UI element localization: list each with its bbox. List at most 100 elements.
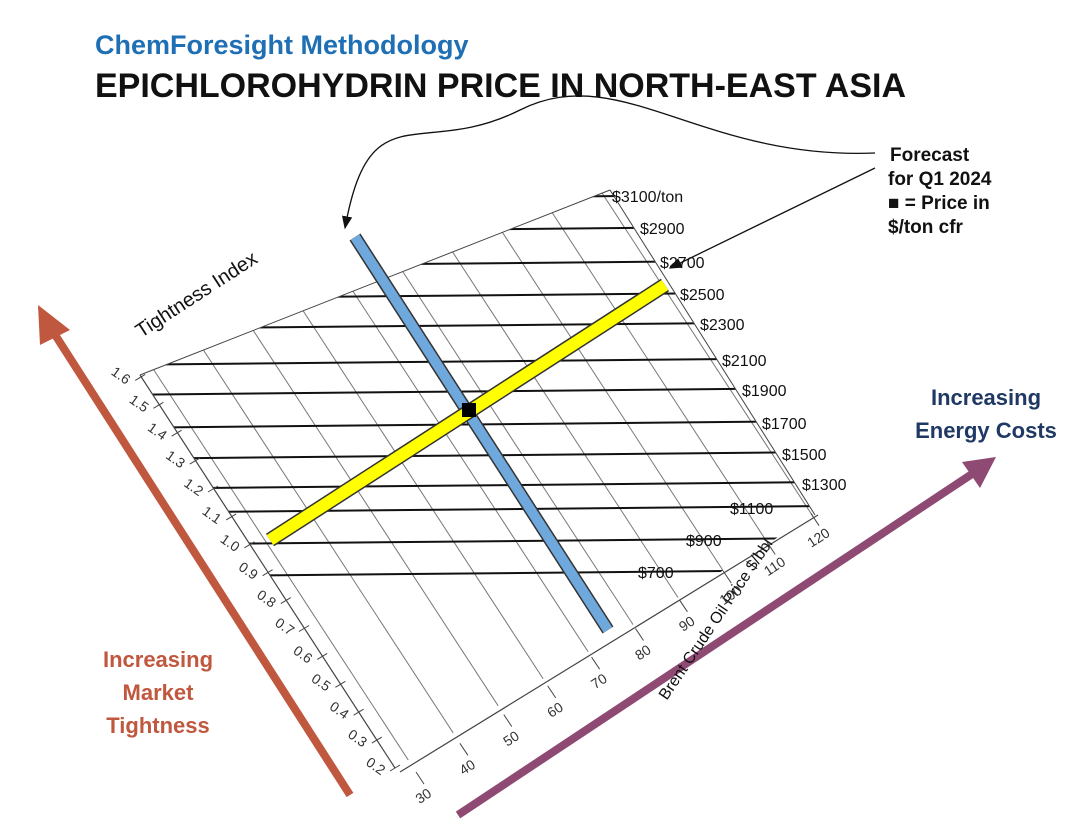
price-line (140, 481, 815, 490)
tightness-tick (316, 652, 328, 660)
tightness-label-line: Market (123, 680, 195, 705)
tightness-arrowhead (38, 305, 70, 345)
price-line (140, 193, 815, 202)
tightness-label-line: Increasing (103, 647, 213, 672)
annotation-line: $/ton cfr (888, 217, 964, 238)
tightness-tick (153, 401, 164, 409)
price-label: $700 (638, 565, 674, 582)
energy-label-line: Energy Costs (915, 418, 1057, 443)
tightness-tick (225, 513, 237, 521)
oil-tick-label: 80 (632, 641, 654, 663)
tightness-tick (134, 373, 146, 381)
price-point (462, 403, 476, 417)
price-line (140, 420, 815, 429)
oil-grid-line (140, 190, 457, 768)
tightness-tick (371, 736, 383, 744)
annotation-line: ■ = Price in (888, 193, 990, 214)
tightness-tick (189, 457, 201, 465)
price-label: $1300 (802, 477, 847, 494)
tightness-arrow (48, 327, 354, 798)
oil-grid-line (140, 190, 589, 748)
tightness-tick-label: 1.4 (145, 419, 170, 443)
energy-label-line: Increasing (931, 385, 1041, 410)
annotation: Forecast for Q1 2024 ■ = Price in $/ton cfr (888, 145, 992, 238)
price-line (140, 357, 815, 366)
tightness-tick (244, 541, 255, 549)
tightness-tick-label: 0.5 (309, 670, 334, 694)
oil-grid-line (268, 190, 815, 576)
tightness-tick-label: 0.8 (254, 586, 279, 610)
annotation-line: Forecast (890, 145, 970, 166)
oil-tick (678, 599, 688, 613)
tightness-tick-label: 1.5 (127, 391, 152, 415)
tightness-tick-label: 0.4 (327, 698, 352, 722)
price-label: $900 (686, 533, 722, 550)
oil-tick (810, 513, 820, 526)
tightness-tick (389, 764, 401, 772)
oil-tick-label: 90 (676, 613, 698, 635)
tightness-axis (139, 374, 396, 769)
energy-label: Increasing Energy Costs (915, 385, 1057, 443)
price-label: $2900 (640, 221, 685, 238)
oil-grid-line (140, 190, 545, 768)
oil-tick-label: 70 (588, 670, 610, 692)
tightness-tick-label: 0.9 (236, 558, 261, 582)
forecast-arrow (668, 167, 876, 269)
tightness-tick (207, 485, 219, 493)
brand: ChemForesight Methodology (95, 30, 469, 60)
price-line (140, 259, 815, 268)
tightness-tick-label: 0.6 (291, 642, 316, 666)
tightness-tick-label: 1.3 (163, 447, 188, 471)
tightness-axis-label: Tightness Index (132, 247, 262, 342)
price-line (140, 225, 815, 234)
tightness-tick-label: 1.6 (109, 363, 134, 387)
oil-grid-line (140, 190, 501, 768)
right-edge (609, 189, 816, 516)
tightness-tick (353, 708, 364, 716)
oil-tick (459, 743, 469, 756)
tightness-tick (262, 569, 273, 577)
oil-tick-label: 60 (544, 699, 566, 721)
oil-tick (722, 570, 732, 584)
blue-band (350, 234, 613, 633)
oil-grid-line (224, 190, 809, 605)
oil-tick (766, 542, 776, 555)
tightness-tick-label: 1.0 (218, 531, 243, 555)
price-label: $2300 (700, 317, 745, 334)
tightness-label-line: Tightness (106, 713, 210, 738)
tightness-tick (280, 597, 292, 605)
price-label: $2700 (660, 255, 705, 272)
tightness-tick-label: 0.3 (345, 726, 370, 750)
curve-arrow (341, 95, 876, 230)
annotation-line: for Q1 2024 (888, 169, 992, 190)
price-label: $1900 (742, 383, 787, 400)
oil-axis (399, 514, 819, 773)
energy-arrow (455, 468, 978, 819)
tightness-tick-label: 0.2 (363, 754, 388, 778)
grid (140, 190, 815, 768)
oil-tick-label: 40 (456, 756, 478, 778)
price-label: $1700 (762, 416, 807, 433)
price-label: $3100/ton (612, 189, 683, 206)
tightness-tick (298, 625, 310, 632)
price-line (140, 387, 815, 396)
oil-tick-label: 30 (412, 785, 434, 807)
oil-tick (415, 771, 425, 785)
price-label: $1500 (782, 447, 827, 464)
price-line (140, 451, 815, 460)
price-label: $2500 (680, 287, 725, 304)
energy-arrowhead (962, 457, 996, 488)
oil-tick (635, 628, 644, 641)
tightness-tick-label: 1.2 (181, 475, 206, 499)
tightness-tick (335, 680, 346, 688)
top-edge (139, 189, 611, 376)
tightness-label: Increasing Market Tightness (103, 647, 213, 738)
oil-tick (591, 656, 601, 670)
oil-tick (547, 685, 557, 699)
price-label: $1100 (730, 501, 773, 518)
tightness-tick-label: 1.1 (200, 503, 225, 527)
tightness-tick (171, 429, 182, 437)
oil-tick-label: 50 (500, 727, 522, 749)
title: EPICHLOROHYDRIN PRICE IN NORTH-EAST ASIA (95, 67, 906, 105)
